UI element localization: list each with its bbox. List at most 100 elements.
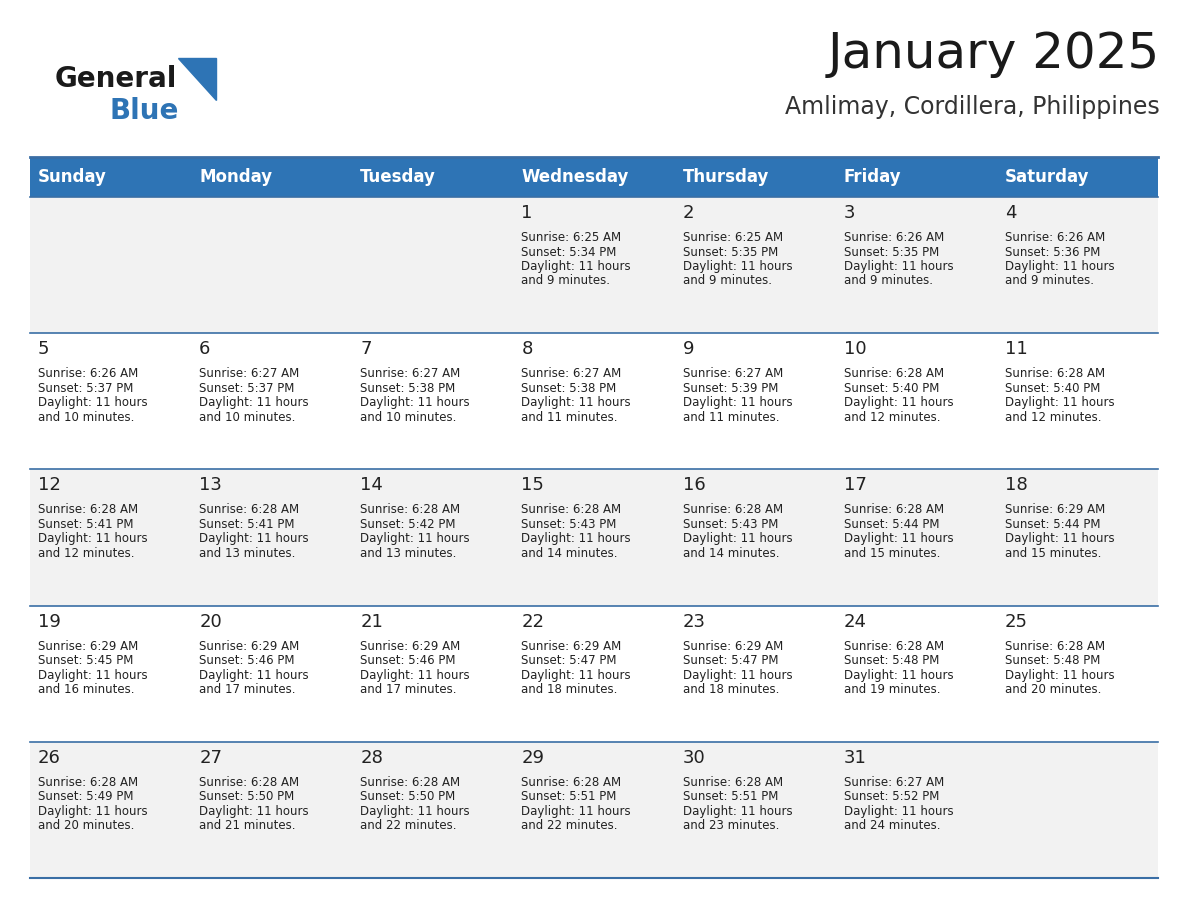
Bar [513,469,675,606]
Text: Sunset: 5:40 PM: Sunset: 5:40 PM [1005,382,1100,395]
Text: Daylight: 11 hours: Daylight: 11 hours [522,397,631,409]
Text: 30: 30 [683,749,706,767]
Text: and 13 minutes.: and 13 minutes. [360,547,456,560]
Text: Sunset: 5:42 PM: Sunset: 5:42 PM [360,518,456,531]
Text: Sunrise: 6:27 AM: Sunrise: 6:27 AM [683,367,783,380]
Text: Sunset: 5:35 PM: Sunset: 5:35 PM [683,245,778,259]
Bar [675,469,835,606]
Text: Saturday: Saturday [1005,168,1089,186]
Text: Daylight: 11 hours: Daylight: 11 hours [1005,260,1114,273]
Text: and 22 minutes.: and 22 minutes. [522,819,618,833]
Bar [835,742,997,878]
Bar [353,197,513,333]
Bar [191,742,353,878]
Text: Daylight: 11 hours: Daylight: 11 hours [360,397,470,409]
Text: Daylight: 11 hours: Daylight: 11 hours [522,668,631,681]
Bar [835,469,997,606]
Text: 14: 14 [360,476,384,495]
Text: and 17 minutes.: and 17 minutes. [360,683,456,696]
Text: Monday: Monday [200,168,272,186]
Text: 16: 16 [683,476,706,495]
Bar [513,333,675,469]
Text: Daylight: 11 hours: Daylight: 11 hours [200,668,309,681]
Text: Daylight: 11 hours: Daylight: 11 hours [200,532,309,545]
Text: Sunset: 5:45 PM: Sunset: 5:45 PM [38,655,133,667]
Text: and 10 minutes.: and 10 minutes. [38,410,134,424]
Text: Daylight: 11 hours: Daylight: 11 hours [843,532,953,545]
Text: 29: 29 [522,749,544,767]
Text: Daylight: 11 hours: Daylight: 11 hours [1005,532,1114,545]
Bar [353,469,513,606]
Bar [191,469,353,606]
Text: Sunrise: 6:28 AM: Sunrise: 6:28 AM [843,640,943,653]
Text: and 15 minutes.: and 15 minutes. [1005,547,1101,560]
Text: and 20 minutes.: and 20 minutes. [1005,683,1101,696]
Text: Sunset: 5:44 PM: Sunset: 5:44 PM [1005,518,1100,531]
Bar [835,606,997,742]
Text: and 12 minutes.: and 12 minutes. [1005,410,1101,424]
Bar [675,197,835,333]
Text: and 12 minutes.: and 12 minutes. [38,547,134,560]
Bar [30,197,191,333]
Text: Sunset: 5:37 PM: Sunset: 5:37 PM [38,382,133,395]
Text: 20: 20 [200,612,222,631]
Text: Sunrise: 6:25 AM: Sunrise: 6:25 AM [683,231,783,244]
Bar [675,333,835,469]
Text: 18: 18 [1005,476,1028,495]
Text: and 9 minutes.: and 9 minutes. [843,274,933,287]
Text: Sunrise: 6:28 AM: Sunrise: 6:28 AM [200,776,299,789]
Text: Sunrise: 6:28 AM: Sunrise: 6:28 AM [1005,367,1105,380]
Text: Daylight: 11 hours: Daylight: 11 hours [843,260,953,273]
Text: 5: 5 [38,341,50,358]
Text: Sunset: 5:50 PM: Sunset: 5:50 PM [200,790,295,803]
Text: 8: 8 [522,341,532,358]
Text: 31: 31 [843,749,866,767]
Text: Sunrise: 6:26 AM: Sunrise: 6:26 AM [1005,231,1105,244]
Text: Sunset: 5:43 PM: Sunset: 5:43 PM [522,518,617,531]
Text: Daylight: 11 hours: Daylight: 11 hours [522,805,631,818]
Text: Sunrise: 6:26 AM: Sunrise: 6:26 AM [843,231,944,244]
Text: 17: 17 [843,476,866,495]
Text: Sunset: 5:47 PM: Sunset: 5:47 PM [522,655,617,667]
Text: 2: 2 [683,204,694,222]
Text: Sunrise: 6:27 AM: Sunrise: 6:27 AM [200,367,299,380]
Text: Daylight: 11 hours: Daylight: 11 hours [200,805,309,818]
Text: Daylight: 11 hours: Daylight: 11 hours [200,397,309,409]
Text: Sunrise: 6:28 AM: Sunrise: 6:28 AM [522,503,621,517]
Text: 25: 25 [1005,612,1028,631]
Text: and 14 minutes.: and 14 minutes. [522,547,618,560]
Text: Sunset: 5:35 PM: Sunset: 5:35 PM [843,245,939,259]
Text: Daylight: 11 hours: Daylight: 11 hours [360,805,470,818]
Bar [997,469,1158,606]
Text: Daylight: 11 hours: Daylight: 11 hours [843,668,953,681]
Bar [191,197,353,333]
Text: and 11 minutes.: and 11 minutes. [522,410,618,424]
Text: Sunrise: 6:25 AM: Sunrise: 6:25 AM [522,231,621,244]
Text: Daylight: 11 hours: Daylight: 11 hours [843,805,953,818]
Text: and 14 minutes.: and 14 minutes. [683,547,779,560]
Text: Sunset: 5:40 PM: Sunset: 5:40 PM [843,382,939,395]
Text: Sunrise: 6:29 AM: Sunrise: 6:29 AM [522,640,621,653]
Text: 7: 7 [360,341,372,358]
Text: and 13 minutes.: and 13 minutes. [200,547,296,560]
Text: Tuesday: Tuesday [360,168,436,186]
Bar [835,333,997,469]
Bar [835,157,997,197]
Text: Daylight: 11 hours: Daylight: 11 hours [683,805,792,818]
Text: Daylight: 11 hours: Daylight: 11 hours [522,532,631,545]
Text: Sunset: 5:49 PM: Sunset: 5:49 PM [38,790,133,803]
Bar [997,742,1158,878]
Text: Sunrise: 6:28 AM: Sunrise: 6:28 AM [683,503,783,517]
Text: Blue: Blue [110,97,179,125]
Text: Sunset: 5:48 PM: Sunset: 5:48 PM [1005,655,1100,667]
Bar [513,197,675,333]
Text: Daylight: 11 hours: Daylight: 11 hours [683,668,792,681]
Text: 28: 28 [360,749,384,767]
Text: Daylight: 11 hours: Daylight: 11 hours [360,532,470,545]
Text: Daylight: 11 hours: Daylight: 11 hours [522,260,631,273]
Text: Sunset: 5:34 PM: Sunset: 5:34 PM [522,245,617,259]
Bar [997,606,1158,742]
Text: Sunrise: 6:29 AM: Sunrise: 6:29 AM [200,640,299,653]
Text: 24: 24 [843,612,867,631]
Text: Sunset: 5:36 PM: Sunset: 5:36 PM [1005,245,1100,259]
